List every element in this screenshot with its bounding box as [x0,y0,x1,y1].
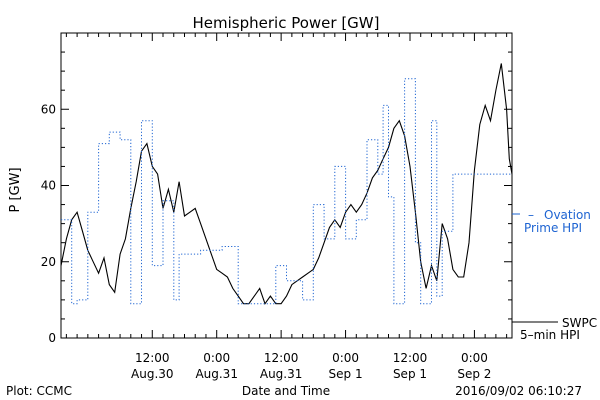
x-tick-label-time: 0:00 [461,351,488,365]
x-tick-label-date: Aug.30 [131,367,174,381]
x-tick-label-date: Sep 2 [457,367,491,381]
legend-swpc-label-1: SWPC [562,316,597,330]
legend-swpc-label-2: 5–min HPI [520,328,580,342]
legend: – Ovation Prime HPI SWPC 5–min HPI [512,208,597,342]
plot-frame [60,32,513,339]
footer-plot-credit: Plot: CCMC [6,384,72,398]
y-tick-label: 40 [41,179,56,193]
x-tick-label-date: Aug.31 [260,367,303,381]
x-tick-label-time: 0:00 [203,351,230,365]
x-tick-label-date: Sep 1 [329,367,363,381]
legend-ovation-label-2: Prime HPI [524,221,582,235]
x-tick-label-date: Aug.31 [195,367,238,381]
x-tick-label-time: 12:00 [264,351,299,365]
series-line-swpc [60,63,513,305]
y-tick-label: 0 [48,331,56,345]
legend-ovation-label-1: Ovation [544,208,591,222]
series-line-ovation-prime [61,78,512,305]
y-axis-label: P [GW] [8,167,23,212]
chart-title: Hemispheric Power [GW] [193,14,380,32]
y-tick-label: 20 [41,255,56,269]
x-tick-label-time: 12:00 [393,351,428,365]
x-tick-label-date: Sep 1 [393,367,427,381]
footer-timestamp: 2016/09/02 06:10:27 [455,384,582,398]
y-ticks: 0 20 40 60 [41,32,512,345]
x-axis-label: Date and Time [242,384,330,398]
x-tick-label-time: 12:00 [135,351,170,365]
x-tick-label-time: 0:00 [332,351,359,365]
series-layer [60,63,513,305]
x-ticks: 12:00 Aug.30 0:00 Aug.31 12:00 Aug.31 0:00 Sep … [65,33,508,381]
legend-ovation-marker: – [528,208,534,222]
y-tick-label: 60 [41,102,56,116]
